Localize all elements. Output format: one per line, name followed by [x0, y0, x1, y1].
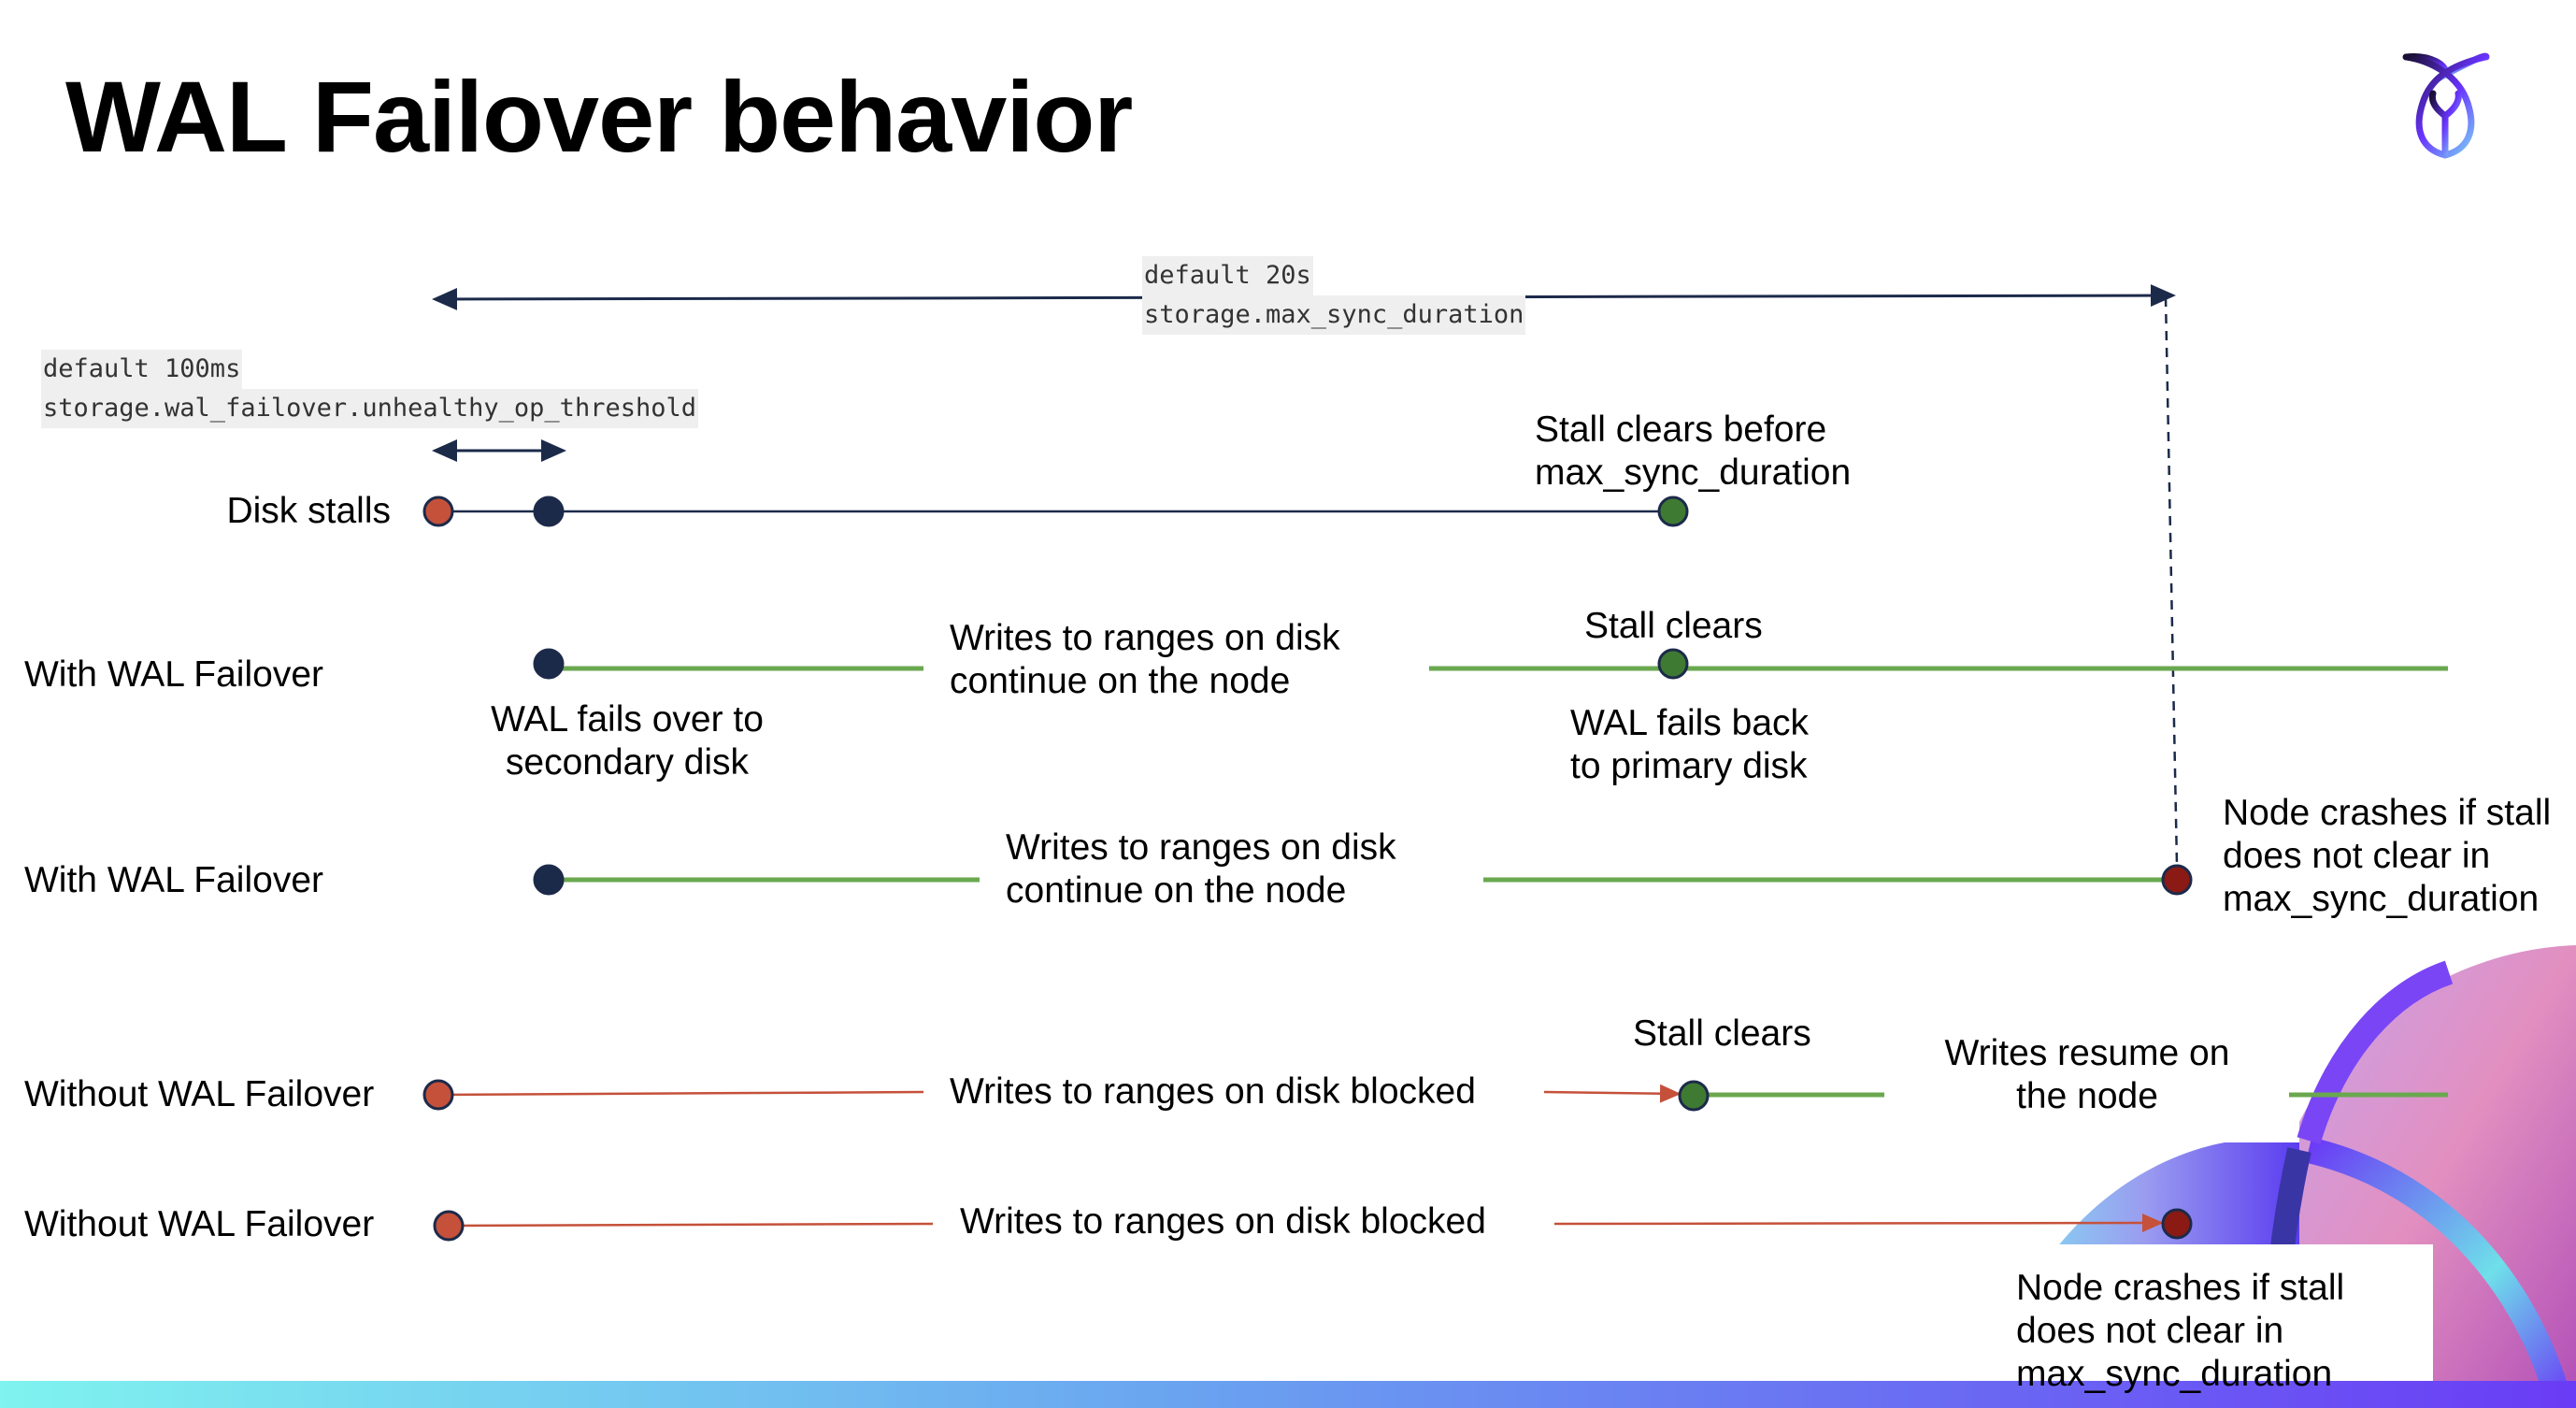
crash-dot: [2161, 864, 2193, 896]
stall-clear-dot: [1657, 648, 1689, 680]
threshold-setting: default 100ms storage.wal_failover.unhea…: [41, 350, 698, 428]
row-label: With WAL Failover: [24, 654, 323, 695]
stall-clears-note: Stall clears before max_sync_duration: [1535, 409, 1852, 493]
writes-continue-note: Writes to ranges on disk continue on the …: [950, 618, 1340, 701]
writes-continue-note: Writes to ranges on disk continue on the …: [1006, 827, 1396, 911]
setting-name: storage.max_sync_duration: [1142, 295, 1526, 335]
max-sync-setting: default 20s storage.max_sync_duration: [1142, 256, 1526, 335]
note-background: [1990, 1244, 2433, 1408]
stall-start-dot: [433, 1210, 465, 1242]
blocked-line: [437, 1090, 924, 1097]
blocked-arrow: [1543, 1084, 1682, 1103]
stall-start-dot: [422, 496, 454, 527]
slide-title: WAL Failover behavior: [65, 60, 1133, 173]
row-label: Without WAL Failover: [24, 1204, 375, 1244]
row-label: Disk stalls: [226, 491, 391, 531]
writes-blocked-note: Writes to ranges on disk blocked: [950, 1071, 1476, 1112]
failover-note: WAL fails over to secondary disk: [491, 699, 764, 783]
row-label: Without WAL Failover: [24, 1074, 375, 1114]
threshold-dot: [533, 496, 565, 527]
blocked-arrow: [1553, 1214, 2164, 1233]
stall-clear-dot: [1678, 1080, 1710, 1112]
crash-note: Node crashes if stall does not clear in ma…: [2223, 793, 2552, 919]
failover-dot: [533, 648, 565, 680]
setting-default: default 20s: [1142, 256, 1313, 295]
crash-dot: [2161, 1208, 2193, 1240]
setting-default: default 100ms: [41, 350, 243, 389]
failover-dot: [533, 864, 565, 896]
blocked-line: [448, 1222, 934, 1228]
stall-clears-note: Stall clears: [1633, 1013, 1811, 1054]
max-sync-dashed-line: [2164, 296, 2179, 866]
stall-start-dot: [422, 1079, 454, 1111]
footer-gradient-bar: [0, 1381, 2576, 1408]
stall-clears-note: Stall clears: [1584, 606, 1763, 646]
writes-resume-note: Writes resume on the node: [1944, 1033, 2230, 1116]
failback-note: WAL fails back to primary disk: [1570, 703, 1810, 786]
crash-note: Node crashes if stall does not clear in ma…: [2016, 1268, 2345, 1394]
stall-clear-dot: [1657, 496, 1689, 527]
setting-name: storage.wal_failover.unhealthy_op_thresh…: [41, 389, 698, 428]
writes-blocked-note: Writes to ranges on disk blocked: [960, 1201, 1486, 1242]
row-label: With WAL Failover: [24, 860, 323, 900]
